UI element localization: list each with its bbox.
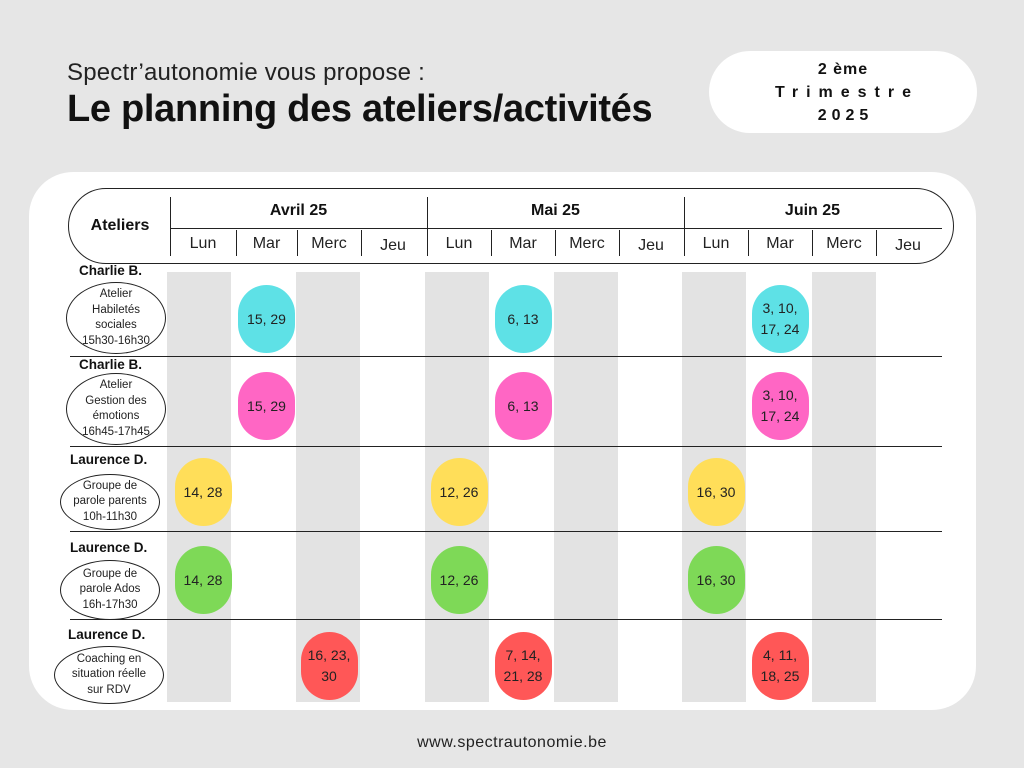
- row-person: Charlie B.: [79, 263, 143, 278]
- atelier-label: Coaching en situation réelle sur RDV: [54, 646, 164, 704]
- row-person: Laurence D.: [70, 452, 148, 467]
- session-dates: 16, 30: [687, 458, 745, 526]
- period-line-1: 2 ème: [817, 60, 869, 78]
- day-separator: [619, 230, 620, 256]
- day-header: Merc: [569, 235, 605, 252]
- session-dates: 15, 29: [238, 285, 295, 353]
- table-header: [68, 188, 954, 264]
- ateliers-header: Ateliers: [90, 217, 150, 234]
- session-dates: 16, 30: [687, 546, 745, 614]
- day-header: Lun: [189, 235, 217, 252]
- day-header: Jeu: [380, 237, 406, 254]
- session-dates: 3, 10, 17, 24: [751, 285, 809, 353]
- month-header: Juin 25: [784, 202, 841, 219]
- day-separator: [236, 230, 237, 256]
- row-divider: [70, 619, 942, 620]
- session-dates: 6, 13: [494, 372, 552, 440]
- day-column-shade: [812, 272, 876, 702]
- period-badge: 2 ème Trimestre 2025: [709, 51, 977, 133]
- page-title: Le planning des ateliers/activités: [67, 88, 653, 130]
- session-dates: 14, 28: [174, 546, 232, 614]
- header-divider: [170, 228, 942, 229]
- day-header: Jeu: [895, 237, 921, 254]
- row-person: Charlie B.: [79, 357, 143, 372]
- day-header: Mar: [766, 235, 794, 252]
- day-header: Lun: [702, 235, 730, 252]
- period-line-2: Trimestre: [774, 83, 920, 101]
- day-separator: [812, 230, 813, 256]
- day-separator: [555, 230, 556, 256]
- day-separator: [876, 230, 877, 256]
- session-dates: 16, 23, 30: [300, 632, 358, 700]
- day-separator: [491, 230, 492, 256]
- day-separator: [748, 230, 749, 256]
- row-divider: [70, 531, 942, 532]
- atelier-label: Groupe de parole parents 10h-11h30: [60, 474, 160, 530]
- day-header: Lun: [445, 235, 473, 252]
- row-person: Laurence D.: [70, 540, 148, 555]
- subtitle: Spectr’autonomie vous propose :: [67, 59, 425, 86]
- day-column-shade: [554, 272, 618, 702]
- atelier-label: Atelier Habiletés sociales 15h30-16h30: [66, 282, 166, 354]
- atelier-label: Groupe de parole Ados 16h-17h30: [60, 560, 160, 620]
- day-header: Mar: [509, 235, 537, 252]
- month-header: Avril 25: [269, 202, 328, 219]
- row-divider: [70, 356, 942, 357]
- day-header: Merc: [826, 235, 862, 252]
- session-dates: 12, 26: [430, 458, 488, 526]
- session-dates: 4, 11, 18, 25: [751, 632, 809, 700]
- row-divider: [70, 446, 942, 447]
- month-separator: [427, 197, 428, 256]
- session-dates: 15, 29: [238, 372, 295, 440]
- session-dates: 6, 13: [494, 285, 552, 353]
- month-header: Mai 25: [531, 202, 580, 219]
- day-separator: [361, 230, 362, 256]
- atelier-label: Atelier Gestion des émotions 16h45-17h45: [66, 373, 166, 445]
- session-dates: 14, 28: [174, 458, 232, 526]
- month-separator: [684, 197, 685, 256]
- row-person: Laurence D.: [68, 627, 146, 642]
- session-dates: 3, 10, 17, 24: [751, 372, 809, 440]
- session-dates: 7, 14, 21, 28: [494, 632, 552, 700]
- period-line-3: 2025: [817, 106, 874, 124]
- website-link[interactable]: www.spectrautonomie.be: [417, 734, 607, 751]
- day-column-shade: [296, 272, 360, 702]
- day-separator: [297, 230, 298, 256]
- session-dates: 12, 26: [430, 546, 488, 614]
- day-header: Merc: [311, 235, 347, 252]
- month-separator: [170, 197, 171, 256]
- day-header: Jeu: [638, 237, 664, 254]
- day-header: Mar: [252, 235, 281, 252]
